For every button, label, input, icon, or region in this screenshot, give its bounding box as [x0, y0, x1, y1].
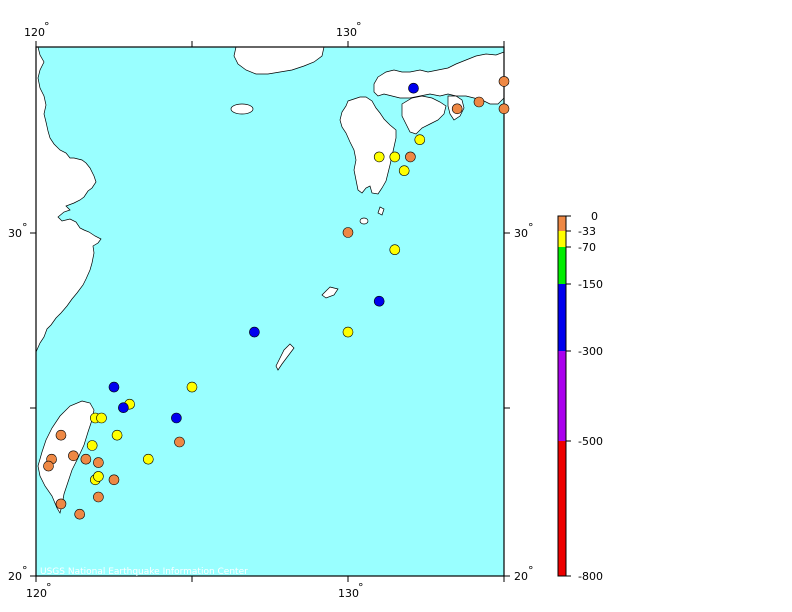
lon-label-top-130-degree: ° — [356, 20, 362, 33]
earthquake-marker — [86, 440, 98, 451]
earthquake-marker — [171, 412, 182, 424]
legend-label: -150 — [578, 278, 603, 291]
land-amami — [321, 286, 339, 299]
legend-label: -500 — [578, 435, 603, 448]
earthquake-marker — [55, 498, 67, 510]
earthquake-marker — [118, 402, 129, 414]
land-taiwan — [37, 400, 95, 514]
earthquake-marker — [398, 165, 410, 176]
earthquake-marker — [498, 103, 510, 115]
lon-label-top-120: 120 — [24, 26, 45, 39]
earthquake-marker — [186, 381, 198, 393]
land-tanegashima — [377, 206, 385, 216]
legend-label: -300 — [578, 345, 603, 358]
earthquake-marker — [414, 134, 426, 145]
earthquake-marker — [451, 103, 463, 115]
earthquake-marker — [68, 450, 79, 462]
lat-label-left-20: 20 — [8, 570, 22, 583]
legend-band — [558, 247, 566, 284]
map-credit: USGS National Earthquake Information Cen… — [40, 567, 248, 577]
lon-label-bottom-130-degree: ° — [358, 581, 364, 594]
ocean-area — [36, 47, 504, 576]
lat-label-left-30-degree: ° — [22, 221, 28, 234]
land-china-mainland — [35, 46, 102, 353]
legend-label: -800 — [578, 570, 603, 583]
earthquake-marker — [108, 474, 120, 486]
legend-band — [558, 284, 566, 351]
lat-label-right-20: 20 — [514, 570, 528, 583]
earthquake-marker — [93, 471, 104, 482]
lon-label-bottom-130: 130 — [338, 587, 359, 600]
earthquake-marker — [55, 429, 67, 441]
earthquake-marker — [373, 151, 385, 163]
legend-band — [558, 216, 566, 231]
map-frame — [35, 46, 505, 577]
earthquake-marker — [405, 151, 416, 163]
earthquake-marker — [143, 453, 154, 465]
lon-label-bottom-120-degree: ° — [46, 581, 52, 594]
lat-label-right-20-degree: ° — [528, 564, 534, 577]
land-korea-south — [233, 46, 325, 75]
land-honshu — [373, 51, 505, 105]
depth-legend: 0 -33 -70 -150 -300 -500 -800 — [557, 210, 603, 583]
earthquake-marker — [80, 453, 92, 465]
lat-label-right-30-degree: ° — [528, 221, 534, 234]
earthquake-marker — [93, 457, 104, 468]
legend-band — [558, 231, 566, 247]
earthquake-marker — [408, 82, 419, 94]
legend-label: 0 — [591, 210, 598, 223]
land-masses — [35, 46, 505, 514]
earthquake-marker — [96, 412, 107, 424]
earthquake-marker — [389, 151, 401, 163]
earthquake-marker — [93, 491, 104, 503]
earthquake-marker — [342, 227, 354, 238]
earthquake-marker — [249, 326, 260, 338]
earthquake-marker — [373, 295, 385, 307]
earthquake-markers — [43, 76, 510, 520]
earthquake-marker — [389, 244, 401, 255]
land-jeju — [230, 103, 254, 115]
earthquake-marker — [498, 76, 510, 87]
lon-label-bottom-120: 120 — [26, 587, 47, 600]
land-small-islet — [359, 217, 369, 225]
earthquake-marker — [473, 96, 485, 108]
legend-label: -70 — [578, 241, 596, 254]
legend-band — [558, 441, 566, 576]
land-kyushu — [339, 96, 397, 195]
earthquake-marker — [174, 436, 185, 448]
earthquake-marker — [74, 508, 85, 520]
land-okinawa — [275, 343, 295, 371]
lat-label-left-20-degree: ° — [22, 564, 28, 577]
earthquake-marker — [43, 460, 54, 472]
legend-band — [558, 351, 566, 441]
axis-ticks — [30, 41, 510, 582]
lon-label-top-120-degree: ° — [44, 20, 50, 33]
earthquake-marker — [108, 381, 120, 393]
land-shikoku — [401, 95, 447, 135]
legend-frame — [557, 215, 567, 577]
lat-label-right-30: 30 — [514, 227, 528, 240]
lat-label-left-30: 30 — [8, 227, 22, 240]
lon-label-top-130: 130 — [336, 26, 357, 39]
earthquake-marker — [111, 429, 123, 441]
legend-label: -33 — [578, 225, 596, 238]
earthquake-marker — [342, 326, 354, 338]
